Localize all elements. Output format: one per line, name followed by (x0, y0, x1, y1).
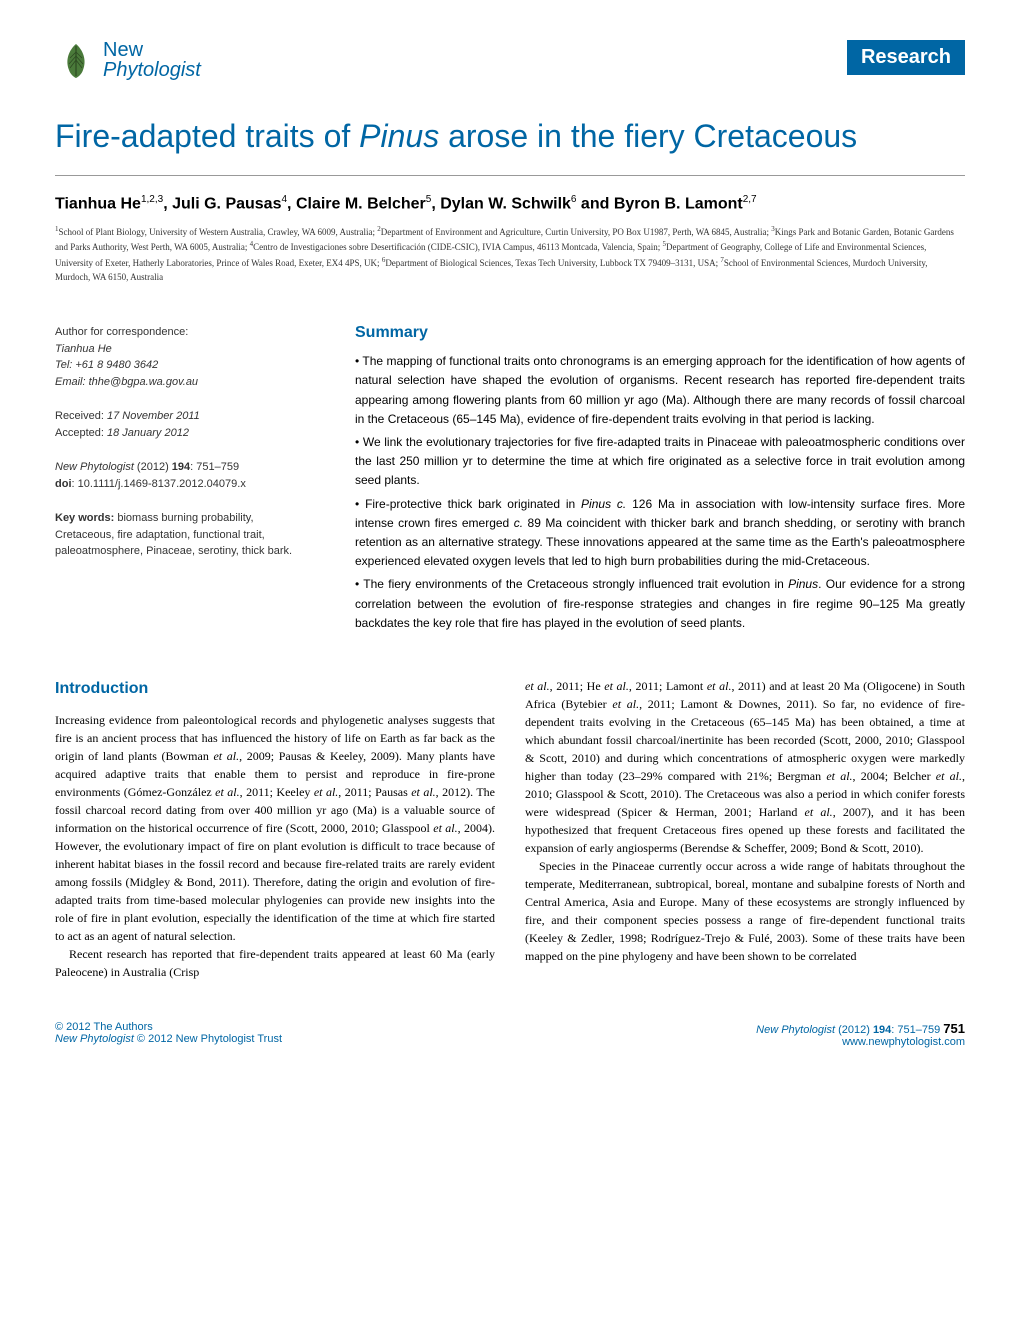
correspondence-tel: Tel: +61 8 9480 3642 (55, 357, 315, 374)
citation-block: New Phytologist (2012) 194: 751–759 doi:… (55, 459, 315, 492)
article-title: Fire-adapted traits of Pinus arose in th… (55, 117, 965, 155)
header-bar: New Phytologist Research (55, 40, 965, 82)
footer-url: www.newphytologist.com (756, 1036, 965, 1048)
summary-section: Summary The mapping of functional traits… (355, 324, 965, 637)
leaf-icon (55, 40, 97, 82)
page-number: 751 (943, 1021, 965, 1036)
intro-heading: Introduction (55, 677, 495, 701)
copyright-authors: © 2012 The Authors (55, 1021, 282, 1033)
summary-bullet: The mapping of functional traits onto ch… (355, 352, 965, 429)
article-meta-sidebar: Author for correspondence: Tianhua He Te… (55, 324, 315, 637)
received-date: Received: 17 November 2011 (55, 408, 315, 425)
footer-citation-text: New Phytologist (2012) 194: 751–759 (756, 1024, 940, 1036)
footer-citation: New Phytologist (2012) 194: 751–759 751 (756, 1021, 965, 1036)
summary-bullet: The fiery environments of the Cretaceous… (355, 575, 965, 633)
affiliations: 1School of Plant Biology, University of … (55, 224, 965, 285)
footer-right: New Phytologist (2012) 194: 751–759 751 … (756, 1021, 965, 1048)
body-columns: Introduction Increasing evidence from pa… (55, 677, 965, 981)
keywords-block: Key words: biomass burning probability, … (55, 510, 315, 560)
dates-block: Received: 17 November 2011 Accepted: 18 … (55, 408, 315, 441)
body-col-right-content: et al., 2011; He et al., 2011; Lamont et… (525, 677, 965, 965)
correspondence-email: Email: thhe@bgpa.wa.gov.au (55, 374, 315, 391)
journal-name-bottom: Phytologist (103, 60, 201, 80)
journal-logo: New Phytologist (55, 40, 201, 82)
copyright-trust: New Phytologist © 2012 New Phytologist T… (55, 1033, 282, 1045)
summary-heading: Summary (355, 324, 965, 342)
summary-bullets: The mapping of functional traits onto ch… (355, 352, 965, 633)
correspondence-name: Tianhua He (55, 341, 315, 358)
body-col-left: Introduction Increasing evidence from pa… (55, 677, 495, 981)
summary-bullet: We link the evolutionary trajectories fo… (355, 433, 965, 491)
doi-line: doi: 10.1111/j.1469-8137.2012.04079.x (55, 476, 315, 493)
body-col-right: et al., 2011; He et al., 2011; Lamont et… (525, 677, 965, 981)
page-footer: © 2012 The Authors New Phytologist © 201… (55, 1021, 965, 1048)
correspondence-label: Author for correspondence: (55, 324, 315, 341)
author-list: Tianhua He1,2,3, Juli G. Pausas4, Claire… (55, 194, 965, 213)
accepted-date: Accepted: 18 January 2012 (55, 425, 315, 442)
journal-name-top: New (103, 40, 201, 60)
journal-name: New Phytologist (103, 40, 201, 80)
summary-bullet: Fire-protective thick bark originated in… (355, 495, 965, 572)
section-tag: Research (847, 40, 965, 75)
citation-line: New Phytologist (2012) 194: 751–759 (55, 459, 315, 476)
body-col-left-content: Increasing evidence from paleontological… (55, 711, 495, 981)
correspondence-block: Author for correspondence: Tianhua He Te… (55, 324, 315, 390)
footer-left: © 2012 The Authors New Phytologist © 201… (55, 1021, 282, 1048)
keywords-label: Key words: (55, 512, 114, 524)
title-rule (55, 175, 965, 176)
